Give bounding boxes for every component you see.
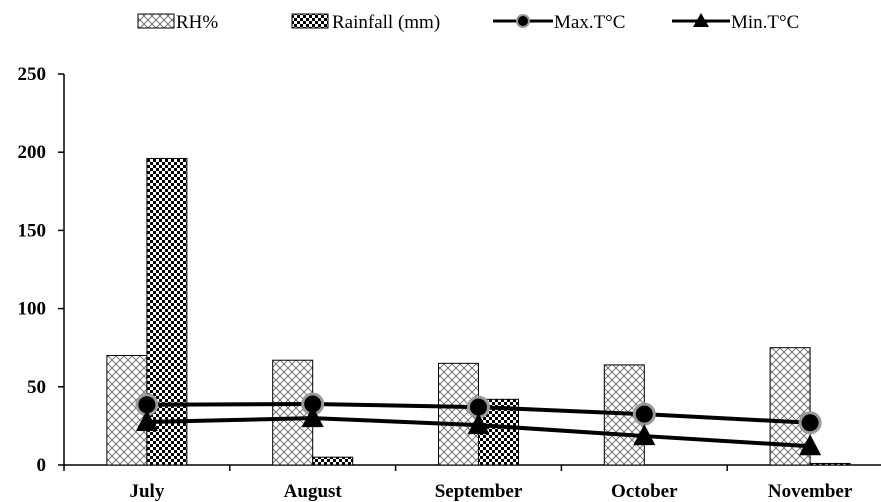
point-min-temp-july	[135, 409, 158, 431]
x-category-label: September	[435, 481, 523, 502]
bar-rainfall-july	[146, 157, 188, 466]
y-tick-label: 250	[18, 64, 47, 85]
point-min-temp-september	[467, 413, 490, 435]
x-ticks	[63, 465, 728, 471]
point-max-temp-october	[632, 402, 656, 426]
legend-item-rh: RH%	[137, 12, 218, 33]
legend-label-max-temp: Max.T°C	[554, 12, 625, 33]
legend-item-max-temp: Max.T°C	[493, 12, 625, 33]
x-category-label: October	[611, 481, 678, 502]
bar-rainfall-november	[809, 462, 851, 466]
y-ticks: 0 50 100 150 200 250	[18, 64, 64, 476]
lines	[135, 392, 822, 456]
legend-item-rainfall: Rainfall (mm)	[291, 12, 440, 33]
y-tick-label: 150	[18, 220, 47, 241]
y-tick-label: 100	[18, 299, 47, 320]
x-category-label: August	[284, 481, 343, 502]
legend-label-rh: RH%	[176, 12, 218, 33]
legend-marker-max-temp	[516, 14, 530, 28]
legend-item-min-temp: Min.T°C	[672, 12, 799, 33]
legend-label-min-temp: Min.T°C	[731, 12, 799, 33]
legend-marker-min-temp	[693, 13, 709, 27]
point-min-temp-october	[633, 424, 656, 446]
point-min-temp-august	[301, 406, 324, 428]
legend-swatch-rh	[137, 13, 175, 29]
point-min-temp-november	[799, 434, 822, 456]
legend: RH% Rainfall (mm) Max.T°C Min.T°C	[137, 12, 799, 33]
x-category-label: July	[129, 481, 164, 502]
y-tick-label: 0	[37, 455, 47, 476]
y-tick-label: 200	[18, 142, 47, 163]
legend-label-rainfall: Rainfall (mm)	[332, 12, 440, 33]
bar-rainfall-august	[312, 456, 354, 466]
x-category-label: November	[768, 481, 853, 502]
point-max-temp-november	[798, 411, 822, 435]
y-tick-label: 50	[27, 377, 46, 398]
legend-swatch-rainfall	[291, 13, 329, 29]
x-labels: July August September October November	[129, 481, 852, 502]
